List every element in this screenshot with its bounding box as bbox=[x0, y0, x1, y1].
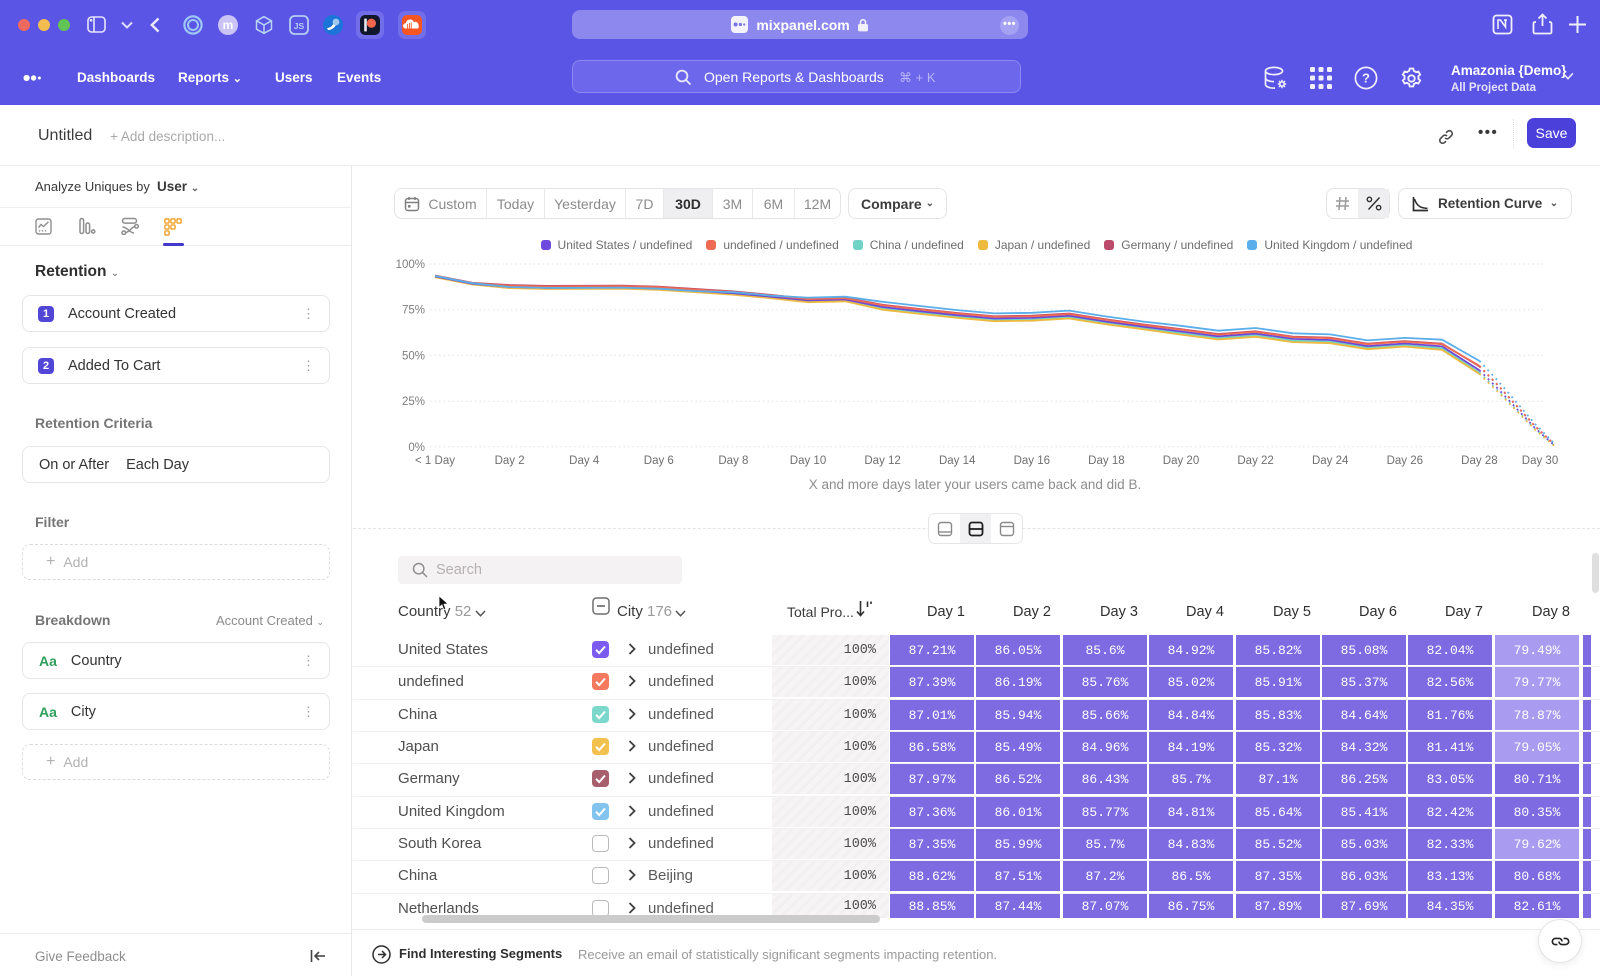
svg-text:100%: 100% bbox=[396, 259, 425, 271]
svg-text:Day 16: Day 16 bbox=[1014, 455, 1050, 467]
svg-text:?: ? bbox=[1362, 71, 1370, 86]
svg-text:Day 14: Day 14 bbox=[939, 455, 976, 467]
svg-text:75%: 75% bbox=[402, 305, 425, 317]
svg-text:Day 24: Day 24 bbox=[1312, 455, 1349, 467]
svg-text:Day 8: Day 8 bbox=[718, 455, 748, 467]
svg-text:Day 28: Day 28 bbox=[1461, 455, 1497, 467]
svg-text:Day 18: Day 18 bbox=[1088, 455, 1124, 467]
svg-text:Day 22: Day 22 bbox=[1237, 455, 1273, 467]
svg-text:JS: JS bbox=[294, 21, 305, 31]
svg-text:Day 12: Day 12 bbox=[864, 455, 900, 467]
svg-text:X and more days later your use: X and more days later your users came ba… bbox=[809, 477, 1141, 492]
svg-text:Day 10: Day 10 bbox=[790, 455, 826, 467]
svg-text:25%: 25% bbox=[402, 396, 425, 408]
svg-text:< 1 Day: < 1 Day bbox=[415, 455, 455, 467]
svg-text:Day 2: Day 2 bbox=[495, 455, 525, 467]
svg-text:Day 6: Day 6 bbox=[644, 455, 674, 467]
svg-text:50%: 50% bbox=[402, 350, 425, 362]
svg-text:Day 20: Day 20 bbox=[1163, 455, 1199, 467]
svg-text:Day 30: Day 30 bbox=[1522, 455, 1558, 467]
svg-text:0%: 0% bbox=[408, 442, 425, 454]
svg-text:Day 4: Day 4 bbox=[569, 455, 600, 467]
svg-text:Day 26: Day 26 bbox=[1387, 455, 1423, 467]
